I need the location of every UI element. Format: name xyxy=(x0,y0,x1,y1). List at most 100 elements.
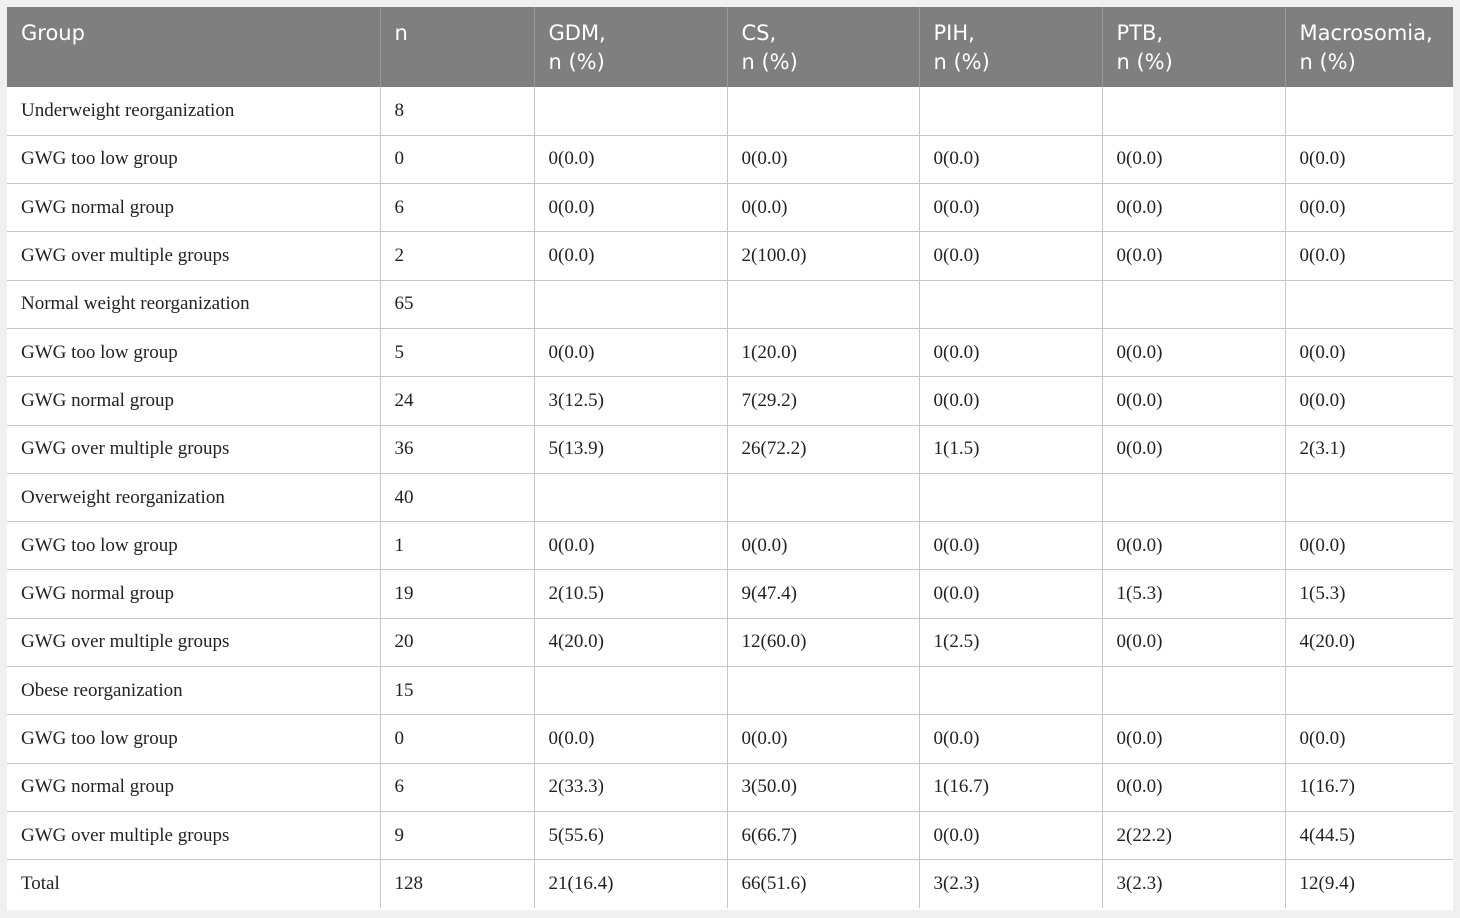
cell-ptb: 0(0.0) xyxy=(1101,425,1285,474)
column-header-cs-line-1: CS, xyxy=(741,21,777,45)
cell-pih: 0(0.0) xyxy=(918,811,1102,861)
column-header-pih-line-1: PIH, xyxy=(933,21,975,45)
cell-macrosomia: 12(9.4) xyxy=(1284,859,1453,909)
table-row: Overweight reorganization 40 xyxy=(7,473,1453,523)
cell-group: GWG over multiple groups xyxy=(7,231,380,281)
cell-group: GWG over multiple groups xyxy=(7,811,380,861)
cell-macrosomia: 0(0.0) xyxy=(1284,714,1453,764)
cell-group: Obese reorganization xyxy=(7,666,380,716)
column-header-pih: PIH, n (%) xyxy=(918,7,1102,87)
cell-pih: 0(0.0) xyxy=(918,231,1102,281)
cell-gdm: 0(0.0) xyxy=(533,135,727,185)
cell-macrosomia xyxy=(1284,87,1453,136)
cell-cs: 0(0.0) xyxy=(726,714,919,764)
data-table: Group n GDM, n (%) CS, n (%) PIH, n (%) PTB, n (%… xyxy=(7,7,1453,909)
cell-pih: 0(0.0) xyxy=(918,183,1102,233)
cell-macrosomia: 0(0.0) xyxy=(1284,328,1453,378)
cell-n: 2 xyxy=(379,231,534,281)
table-row: GWG too low group 0 0(0.0) 0(0.0) 0(0.0) 0(0.… xyxy=(7,135,1453,185)
cell-cs xyxy=(726,666,919,716)
cell-cs: 2(100.0) xyxy=(726,231,919,281)
cell-gdm xyxy=(533,473,727,523)
cell-cs: 26(72.2) xyxy=(726,425,919,474)
cell-group: GWG normal group xyxy=(7,569,380,619)
cell-gdm: 0(0.0) xyxy=(533,183,727,233)
table-row: GWG over multiple groups 9 5(55.6) 6(66.7) 0… xyxy=(7,811,1453,861)
column-header-pih-line-2: n (%) xyxy=(933,50,990,74)
cell-macrosomia: 1(16.7) xyxy=(1284,763,1453,812)
cell-macrosomia xyxy=(1284,666,1453,716)
cell-ptb: 3(2.3) xyxy=(1101,859,1285,909)
table-body: Underweight reorganization 8 GWG too low g… xyxy=(7,87,1453,909)
cell-gdm xyxy=(533,280,727,329)
cell-pih: 0(0.0) xyxy=(918,714,1102,764)
cell-cs: 12(60.0) xyxy=(726,618,919,668)
cell-pih: 0(0.0) xyxy=(918,135,1102,185)
column-header-cs: CS, n (%) xyxy=(726,7,919,87)
cell-n: 15 xyxy=(379,666,534,716)
cell-group: GWG too low group xyxy=(7,328,380,378)
cell-n: 0 xyxy=(379,714,534,764)
cell-ptb: 0(0.0) xyxy=(1101,328,1285,378)
cell-macrosomia: 0(0.0) xyxy=(1284,135,1453,185)
cell-cs xyxy=(726,280,919,329)
cell-group: Overweight reorganization xyxy=(7,473,380,523)
table-row: GWG normal group 6 0(0.0) 0(0.0) 0(0.0) 0(0.0… xyxy=(7,183,1453,233)
cell-gdm: 2(33.3) xyxy=(533,763,727,812)
table-row: Normal weight reorganization 65 xyxy=(7,280,1453,329)
cell-n: 8 xyxy=(379,87,534,136)
cell-group: GWG over multiple groups xyxy=(7,618,380,668)
cell-gdm: 4(20.0) xyxy=(533,618,727,668)
cell-n: 24 xyxy=(379,376,534,426)
column-header-ptb-line-2: n (%) xyxy=(1116,50,1173,74)
cell-gdm xyxy=(533,666,727,716)
table-row: GWG normal group 19 2(10.5) 9(47.4) 0(0.0) 1(… xyxy=(7,569,1453,619)
cell-pih: 3(2.3) xyxy=(918,859,1102,909)
table-row: GWG over multiple groups 20 4(20.0) 12(60.0… xyxy=(7,618,1453,668)
column-header-ptb-line-1: PTB, xyxy=(1116,21,1164,45)
column-header-macrosomia: Macrosomia, n (%) xyxy=(1284,7,1453,87)
cell-macrosomia: 0(0.0) xyxy=(1284,521,1453,571)
cell-n: 6 xyxy=(379,183,534,233)
cell-n: 1 xyxy=(379,521,534,571)
column-header-gdm: GDM, n (%) xyxy=(533,7,727,87)
table-row: Obese reorganization 15 xyxy=(7,666,1453,716)
table-row: GWG too low group 5 0(0.0) 1(20.0) 0(0.0) 0(0… xyxy=(7,328,1453,378)
cell-group: Total xyxy=(21,873,60,895)
cell-gdm: 0(0.0) xyxy=(533,231,727,281)
table-container: Group n GDM, n (%) CS, n (%) PIH, n (%) PTB, n (%… xyxy=(7,7,1453,910)
cell-group: GWG normal group xyxy=(7,183,380,233)
table-row: GWG over multiple groups 2 0(0.0) 2(100.0) 0… xyxy=(7,231,1453,281)
cell-macrosomia: 4(20.0) xyxy=(1284,618,1453,668)
cell-group: GWG too low group xyxy=(7,135,380,185)
cell-group: Normal weight reorganization xyxy=(7,280,380,329)
cell-pih: 1(1.5) xyxy=(918,425,1102,474)
column-header-macrosomia-line-2: n (%) xyxy=(1299,50,1356,74)
cell-n: 128 xyxy=(379,859,534,909)
cell-ptb: 0(0.0) xyxy=(1101,183,1285,233)
cell-cs: 66(51.6) xyxy=(726,859,919,909)
table-row: Total 128 21(16.4) 66(51.6) 3(2.3) 3(2.3) 12(9… xyxy=(7,859,1453,909)
table-row: GWG too low group 1 0(0.0) 0(0.0) 0(0.0) 0(0.… xyxy=(7,521,1453,571)
cell-gdm: 0(0.0) xyxy=(533,521,727,571)
cell-cs: 6(66.7) xyxy=(726,811,919,861)
cell-ptb xyxy=(1101,87,1285,136)
cell-cs: 7(29.2) xyxy=(726,376,919,426)
cell-ptb xyxy=(1101,666,1285,716)
column-header-group: Group xyxy=(7,7,380,87)
cell-group: GWG too low group xyxy=(7,521,380,571)
cell-gdm: 2(10.5) xyxy=(533,569,727,619)
cell-cs: 0(0.0) xyxy=(726,521,919,571)
column-header-gdm-line-1: GDM, xyxy=(548,21,606,45)
table-row: GWG over multiple groups 36 5(13.9) 26(72.2… xyxy=(7,425,1453,474)
cell-macrosomia: 0(0.0) xyxy=(1284,376,1453,426)
cell-cs xyxy=(726,473,919,523)
cell-ptb: 0(0.0) xyxy=(1101,231,1285,281)
cell-gdm: 21(16.4) xyxy=(533,859,727,909)
cell-gdm: 0(0.0) xyxy=(533,714,727,764)
cell-gdm: 5(13.9) xyxy=(533,425,727,474)
cell-pih: 1(16.7) xyxy=(918,763,1102,812)
cell-pih xyxy=(918,473,1102,523)
cell-cs: 0(0.0) xyxy=(726,183,919,233)
cell-n: 0 xyxy=(379,135,534,185)
